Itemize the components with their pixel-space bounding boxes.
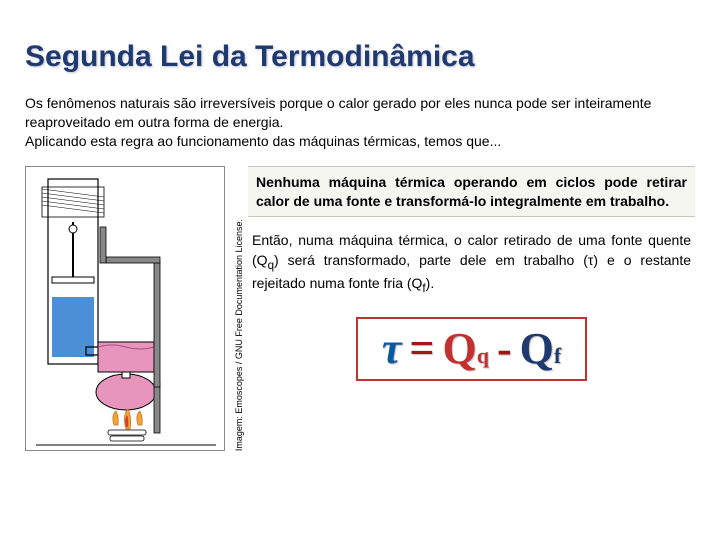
content-row: Imagem: Emoscopes / GNU Free Documentati…	[25, 166, 695, 451]
diagram-column: Imagem: Emoscopes / GNU Free Documentati…	[25, 166, 240, 451]
equals-sign: =	[401, 324, 442, 373]
tau-symbol: τ	[382, 324, 402, 373]
q-hot: Qq	[442, 324, 488, 373]
text-column: Nenhuma máquina térmica operando em cicl…	[248, 166, 695, 451]
q-cold: Qf	[520, 324, 562, 373]
intro-text: Os fenômenos naturais são irreversíveis …	[25, 94, 695, 151]
minus-sign: -	[489, 324, 520, 373]
law-statement: Nenhuma máquina térmica operando em cicl…	[248, 166, 695, 218]
heat-engine-diagram	[25, 166, 225, 451]
image-credit: Imagem: Emoscopes / GNU Free Documentati…	[234, 219, 244, 451]
energy-equation: τ=Qq-Qf	[356, 317, 587, 381]
page-title: Segunda Lei da Termodinâmica	[25, 40, 695, 74]
explanation-text: Então, numa máquina térmica, o calor ret…	[248, 231, 695, 297]
